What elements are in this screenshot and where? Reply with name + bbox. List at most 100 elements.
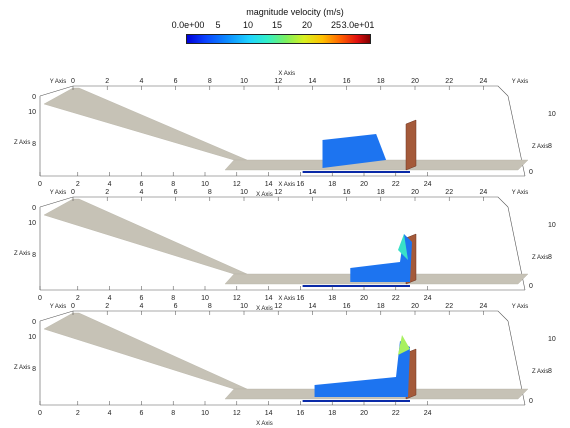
x-tick-label: 10 bbox=[240, 78, 248, 85]
x-tick-label: 22 bbox=[392, 410, 400, 417]
x-tick-label: 6 bbox=[139, 295, 143, 302]
x-tick-label: 18 bbox=[377, 189, 385, 196]
x-tick-label: 4 bbox=[108, 181, 112, 188]
x-tick-label: 12 bbox=[274, 189, 282, 196]
colorbar-tick: 3.0e+01 bbox=[341, 20, 375, 30]
colorbar-gradient bbox=[186, 34, 371, 44]
x-tick-label: 2 bbox=[76, 410, 80, 417]
z-tick-label: 10 bbox=[548, 336, 556, 343]
z-axis-label: Z Axis bbox=[532, 369, 548, 375]
x-axis-label: X Axis bbox=[256, 192, 273, 198]
x-tick-label: 6 bbox=[174, 189, 178, 196]
x-tick-label: 14 bbox=[309, 78, 317, 85]
y-axis-label: Y Axis bbox=[50, 79, 67, 85]
axis-box-edge bbox=[39, 196, 509, 208]
x-tick-label: 4 bbox=[139, 78, 143, 85]
x-tick-label: 20 bbox=[360, 410, 368, 417]
x-tick-label: 10 bbox=[240, 189, 248, 196]
x-tick-label: 8 bbox=[171, 181, 175, 188]
x-tick-label: 4 bbox=[139, 303, 143, 310]
z-axis-label: Z Axis bbox=[532, 255, 548, 261]
z-tick-label: 10 bbox=[28, 334, 36, 341]
obstacle-wall bbox=[405, 119, 417, 171]
z-tick-label: 8 bbox=[32, 366, 36, 373]
x-tick-label: 2 bbox=[76, 295, 80, 302]
colorbar-tick: 15 bbox=[271, 20, 283, 30]
x-tick-label: 2 bbox=[105, 78, 109, 85]
y-tick-label: 0 bbox=[32, 205, 36, 212]
x-tick-label: 2 bbox=[105, 303, 109, 310]
z-tick-label: 10 bbox=[548, 111, 556, 118]
axis-box-edge bbox=[39, 310, 509, 322]
y-tick-label: 0 bbox=[32, 94, 36, 101]
y-tick-label: 0 bbox=[32, 319, 36, 326]
ramp-surface bbox=[43, 198, 248, 275]
x-tick-label: 16 bbox=[343, 78, 351, 85]
colorbar-tick: 5 bbox=[215, 20, 221, 30]
x-tick-label: 6 bbox=[139, 181, 143, 188]
z-axis-label: Z Axis bbox=[532, 144, 548, 150]
floor-surface bbox=[224, 159, 529, 171]
z-axis-label: Z Axis bbox=[14, 140, 30, 146]
x-tick-label: 6 bbox=[174, 303, 178, 310]
x-tick-label: 14 bbox=[265, 410, 273, 417]
x-tick-label: 4 bbox=[108, 410, 112, 417]
z-tick-label: 10 bbox=[28, 220, 36, 227]
y-axis-label: Y Axis bbox=[512, 304, 529, 310]
x-axis-label: X Axis bbox=[278, 182, 295, 188]
x-axis-label: X Axis bbox=[256, 306, 273, 312]
z-tick-label: 8 bbox=[32, 252, 36, 259]
y-axis-label: Y Axis bbox=[50, 304, 67, 310]
x-tick-label: 16 bbox=[297, 410, 305, 417]
z-tick-label: 10 bbox=[28, 109, 36, 116]
water-body bbox=[314, 341, 410, 397]
water-splash bbox=[398, 335, 410, 355]
x-tick-label: 22 bbox=[445, 303, 453, 310]
x-tick-label: 24 bbox=[424, 410, 432, 417]
z-axis-label: Z Axis bbox=[14, 251, 30, 257]
y-tick-label: 0 bbox=[529, 169, 533, 176]
x-tick-label: 12 bbox=[274, 78, 282, 85]
x-tick-label: 24 bbox=[480, 189, 488, 196]
x-tick-label: 18 bbox=[328, 181, 336, 188]
y-axis-label: Y Axis bbox=[512, 79, 529, 85]
x-tick-label: 4 bbox=[139, 189, 143, 196]
y-tick-label: 0 bbox=[529, 283, 533, 290]
x-tick-label: 0 bbox=[38, 295, 42, 302]
x-tick-label: 18 bbox=[328, 295, 336, 302]
x-tick-label: 22 bbox=[445, 189, 453, 196]
x-tick-label: 8 bbox=[208, 78, 212, 85]
x-tick-label: 0 bbox=[38, 181, 42, 188]
x-tick-label: 14 bbox=[265, 181, 273, 188]
ramp-surface bbox=[43, 312, 248, 390]
x-tick-label: 22 bbox=[392, 295, 400, 302]
x-tick-label: 10 bbox=[240, 303, 248, 310]
z-tick-label: 8 bbox=[548, 143, 552, 150]
x-tick-label: 8 bbox=[208, 303, 212, 310]
y-tick-label: 0 bbox=[529, 398, 533, 405]
x-tick-label: 18 bbox=[328, 410, 336, 417]
simulation-frame-3: 0022446688101012121414161618182020222224… bbox=[14, 296, 556, 427]
x-tick-label: 8 bbox=[171, 295, 175, 302]
x-tick-label: 0 bbox=[71, 303, 75, 310]
z-tick-label: 10 bbox=[548, 222, 556, 229]
water-body bbox=[350, 234, 412, 282]
x-tick-label: 24 bbox=[424, 181, 432, 188]
x-axis-label: X Axis bbox=[256, 421, 273, 427]
legend-title: magnitude velocity (m/s) bbox=[246, 7, 344, 17]
x-tick-label: 16 bbox=[343, 303, 351, 310]
y-axis-label: Y Axis bbox=[512, 190, 529, 196]
z-tick-label: 8 bbox=[32, 141, 36, 148]
simulation-frame-1: 0022446688101012121414161618182020222224… bbox=[14, 71, 556, 198]
x-tick-label: 2 bbox=[76, 181, 80, 188]
x-tick-label: 20 bbox=[360, 181, 368, 188]
x-tick-label: 18 bbox=[377, 78, 385, 85]
z-tick-label: 8 bbox=[548, 254, 552, 261]
x-tick-label: 12 bbox=[233, 295, 241, 302]
x-tick-label: 18 bbox=[377, 303, 385, 310]
y-axis-label: Y Axis bbox=[50, 190, 67, 196]
z-axis-label: Z Axis bbox=[14, 365, 30, 371]
x-tick-label: 10 bbox=[201, 181, 209, 188]
x-tick-label: 0 bbox=[71, 78, 75, 85]
